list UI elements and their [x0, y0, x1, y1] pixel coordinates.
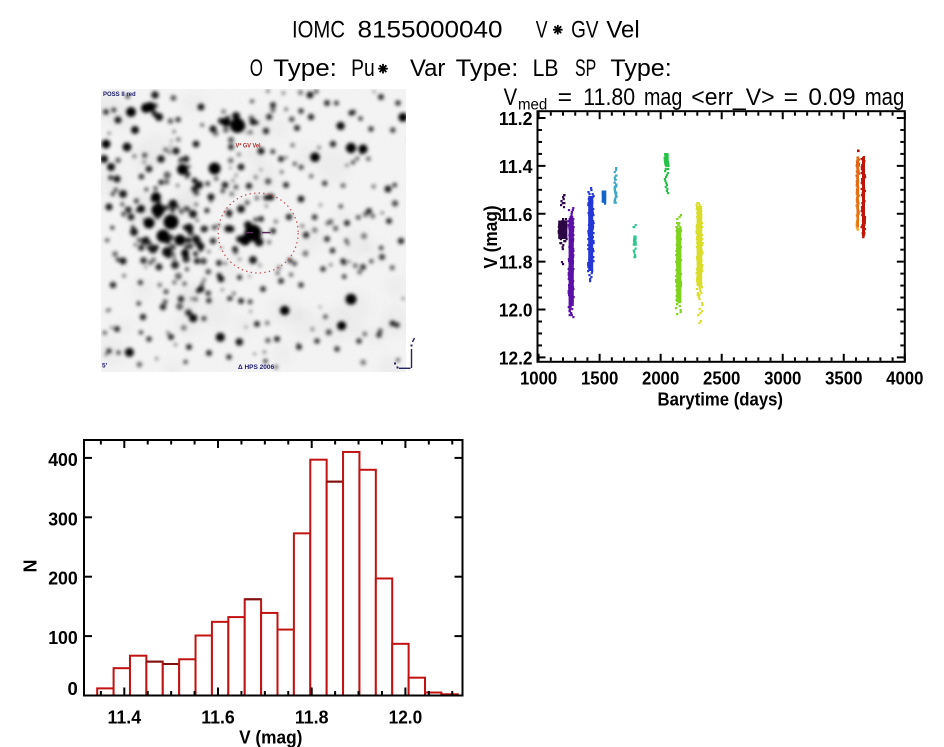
svg-text:O: O [250, 55, 263, 82]
svg-text:2500: 2500 [703, 369, 740, 389]
svg-text:300: 300 [48, 509, 78, 529]
svg-text:5': 5' [102, 363, 108, 370]
svg-text:1500: 1500 [581, 369, 618, 389]
svg-text:N: N [21, 560, 41, 573]
svg-text:11.4: 11.4 [108, 708, 142, 728]
svg-text:4000: 4000 [886, 369, 923, 389]
svg-text:Type:: Type: [273, 55, 337, 82]
svg-text:12.2: 12.2 [499, 348, 533, 368]
svg-text:1000: 1000 [520, 369, 557, 389]
svg-text:POSS II red: POSS II red [103, 92, 136, 98]
svg-text:11.2: 11.2 [499, 109, 533, 129]
svg-text:Type:: Type: [456, 55, 519, 82]
svg-text:11.8: 11.8 [499, 253, 533, 273]
svg-text:med: med [518, 96, 547, 113]
svg-text:100: 100 [48, 628, 78, 648]
svg-text:=: = [558, 84, 572, 111]
svg-text:Pu: Pu [351, 55, 375, 82]
svg-text:Var: Var [410, 55, 445, 82]
svg-text:0.09: 0.09 [808, 84, 855, 111]
svg-text:3500: 3500 [825, 369, 862, 389]
svg-text:11.6: 11.6 [499, 205, 533, 225]
svg-text:V* GV Vel: V* GV Vel [236, 143, 261, 150]
svg-text:0: 0 [68, 679, 78, 699]
svg-text:2000: 2000 [642, 369, 679, 389]
svg-text:400: 400 [48, 450, 78, 470]
svg-text:mag: mag [865, 84, 905, 111]
svg-text:Δ HPS 2006: Δ HPS 2006 [238, 364, 274, 371]
svg-text:11.4: 11.4 [499, 157, 533, 177]
svg-text:V: V [504, 84, 517, 111]
svg-text:=: = [784, 84, 798, 111]
svg-text:200: 200 [48, 569, 78, 589]
svg-text:LB: LB [533, 55, 559, 82]
svg-text:12.0: 12.0 [499, 301, 533, 321]
svg-text:11.80: 11.80 [583, 84, 635, 111]
svg-text:Barytime (days): Barytime (days) [658, 390, 784, 410]
svg-text:12.0: 12.0 [389, 708, 423, 728]
svg-text:Vel: Vel [606, 17, 639, 44]
svg-text:8155000040: 8155000040 [358, 17, 503, 44]
svg-text:<err_V>: <err_V> [691, 84, 774, 111]
svg-text:GV: GV [571, 17, 598, 44]
svg-text:11.8: 11.8 [295, 708, 329, 728]
svg-text:IOMC: IOMC [292, 17, 345, 44]
svg-text:11.6: 11.6 [201, 708, 235, 728]
svg-text:V (mag): V (mag) [239, 728, 302, 747]
svg-text:V (mag): V (mag) [481, 205, 501, 268]
svg-text:Type:: Type: [610, 55, 671, 82]
svg-text:SP: SP [575, 55, 596, 82]
svg-text:V: V [536, 17, 548, 44]
svg-text:3000: 3000 [764, 369, 801, 389]
svg-text:mag: mag [644, 84, 682, 111]
